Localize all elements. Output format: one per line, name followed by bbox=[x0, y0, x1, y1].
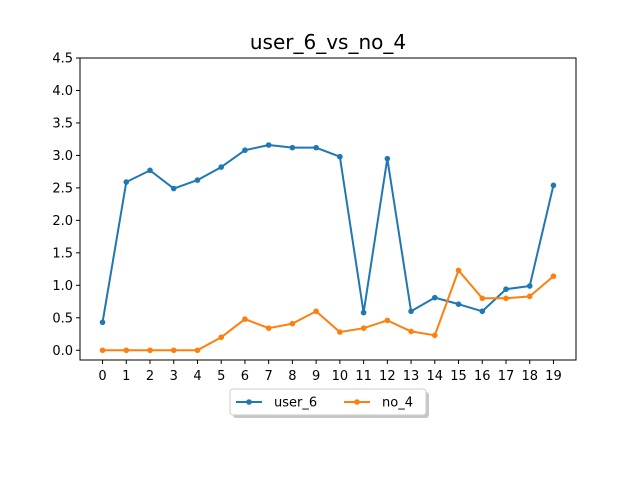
y-tick-label: 1.5 bbox=[52, 246, 73, 261]
x-tick-label: 11 bbox=[355, 369, 372, 384]
x-tick-label: 14 bbox=[427, 369, 444, 384]
y-tick-label: 4.5 bbox=[52, 52, 73, 67]
legend-label-user_6: user_6 bbox=[274, 396, 317, 411]
series-line-user_6 bbox=[101, 144, 555, 324]
x-axis: 0 1 2 3 4 5 6 7 8 9 10 11 12 13 14 15 16 17 18 19 bbox=[98, 360, 562, 384]
data-point-user_6 bbox=[384, 155, 391, 162]
x-tick-label: 18 bbox=[521, 369, 538, 384]
data-point-no_4 bbox=[194, 347, 201, 354]
data-point-user_6 bbox=[526, 283, 533, 289]
data-point-no_4 bbox=[550, 273, 557, 280]
data-point-user_6 bbox=[170, 185, 177, 192]
x-tick-label: 19 bbox=[545, 369, 562, 384]
legend-label-no_4: no_4 bbox=[382, 396, 413, 411]
x-tick-label: 4 bbox=[193, 369, 201, 384]
x-tick-label: 3 bbox=[170, 369, 178, 384]
y-tick-label: 3.0 bbox=[52, 149, 73, 164]
data-point-user_6 bbox=[337, 153, 343, 160]
x-tick-label: 10 bbox=[332, 369, 349, 384]
data-point-no_4 bbox=[242, 316, 248, 322]
data-point-no_4 bbox=[289, 320, 296, 327]
x-tick-label: 16 bbox=[474, 369, 491, 384]
data-point-user_6 bbox=[218, 164, 225, 170]
data-point-no_4 bbox=[99, 347, 106, 354]
y-tick-label: 0.5 bbox=[52, 311, 73, 326]
y-axis: 0.0 0.5 1.0 1.5 2.0 2.5 3.0 3.5 4.0 4.5 bbox=[52, 52, 80, 359]
legend: user_6 no_4 bbox=[229, 388, 429, 418]
data-point-no_4 bbox=[384, 317, 391, 324]
x-tick-label: 12 bbox=[379, 369, 396, 384]
data-point-user_6 bbox=[99, 319, 106, 326]
data-point-no_4 bbox=[170, 347, 177, 354]
data-point-no_4 bbox=[337, 329, 343, 335]
x-tick-label: 13 bbox=[403, 369, 420, 384]
data-point-user_6 bbox=[431, 294, 438, 301]
data-point-no_4 bbox=[526, 293, 533, 300]
data-point-user_6 bbox=[455, 301, 462, 307]
y-tick-label: 1.0 bbox=[52, 279, 73, 294]
data-point-no_4 bbox=[265, 325, 272, 331]
data-point-no_4 bbox=[503, 295, 509, 302]
data-point-user_6 bbox=[503, 286, 509, 293]
series-layer bbox=[99, 142, 557, 354]
x-tick-label: 5 bbox=[217, 369, 225, 384]
y-tick-label: 0.0 bbox=[52, 344, 73, 359]
data-point-no_4 bbox=[218, 334, 225, 341]
data-point-user_6 bbox=[242, 147, 248, 154]
series-line-no_4 bbox=[101, 269, 555, 352]
data-point-no_4 bbox=[455, 267, 462, 274]
data-point-no_4 bbox=[479, 295, 486, 302]
x-tick-label: 15 bbox=[450, 369, 467, 384]
legend-box bbox=[229, 388, 427, 416]
data-point-no_4 bbox=[123, 347, 130, 354]
data-point-no_4 bbox=[360, 325, 367, 331]
data-point-user_6 bbox=[550, 182, 557, 189]
x-tick-label: 2 bbox=[146, 369, 154, 384]
x-tick-label: 7 bbox=[265, 369, 273, 384]
data-point-no_4 bbox=[431, 332, 438, 339]
data-point-user_6 bbox=[194, 177, 201, 183]
data-point-user_6 bbox=[123, 179, 130, 185]
data-point-no_4 bbox=[408, 328, 414, 335]
data-point-user_6 bbox=[360, 309, 367, 316]
y-tick-label: 2.0 bbox=[52, 214, 73, 229]
data-point-user_6 bbox=[265, 142, 272, 148]
chart-title: user_6_vs_no_4 bbox=[250, 30, 406, 54]
x-tick-label: 8 bbox=[288, 369, 296, 384]
data-point-user_6 bbox=[479, 308, 486, 315]
y-tick-label: 2.5 bbox=[52, 181, 73, 196]
x-tick-label: 6 bbox=[241, 369, 249, 384]
data-point-user_6 bbox=[408, 308, 414, 315]
y-tick-label: 4.0 bbox=[52, 84, 73, 99]
x-tick-label: 1 bbox=[122, 369, 130, 384]
data-point-no_4 bbox=[313, 308, 319, 315]
legend-marker-no_4 bbox=[354, 399, 360, 405]
data-point-user_6 bbox=[147, 167, 153, 174]
x-tick-label: 0 bbox=[98, 369, 106, 384]
plot-area bbox=[79, 57, 577, 361]
data-point-no_4 bbox=[147, 347, 153, 354]
data-point-user_6 bbox=[289, 144, 296, 151]
x-tick-label: 9 bbox=[312, 369, 320, 384]
legend-marker-user_6 bbox=[246, 399, 252, 405]
y-tick-label: 3.5 bbox=[52, 116, 73, 131]
x-tick-label: 17 bbox=[498, 369, 515, 384]
data-point-user_6 bbox=[313, 144, 319, 151]
